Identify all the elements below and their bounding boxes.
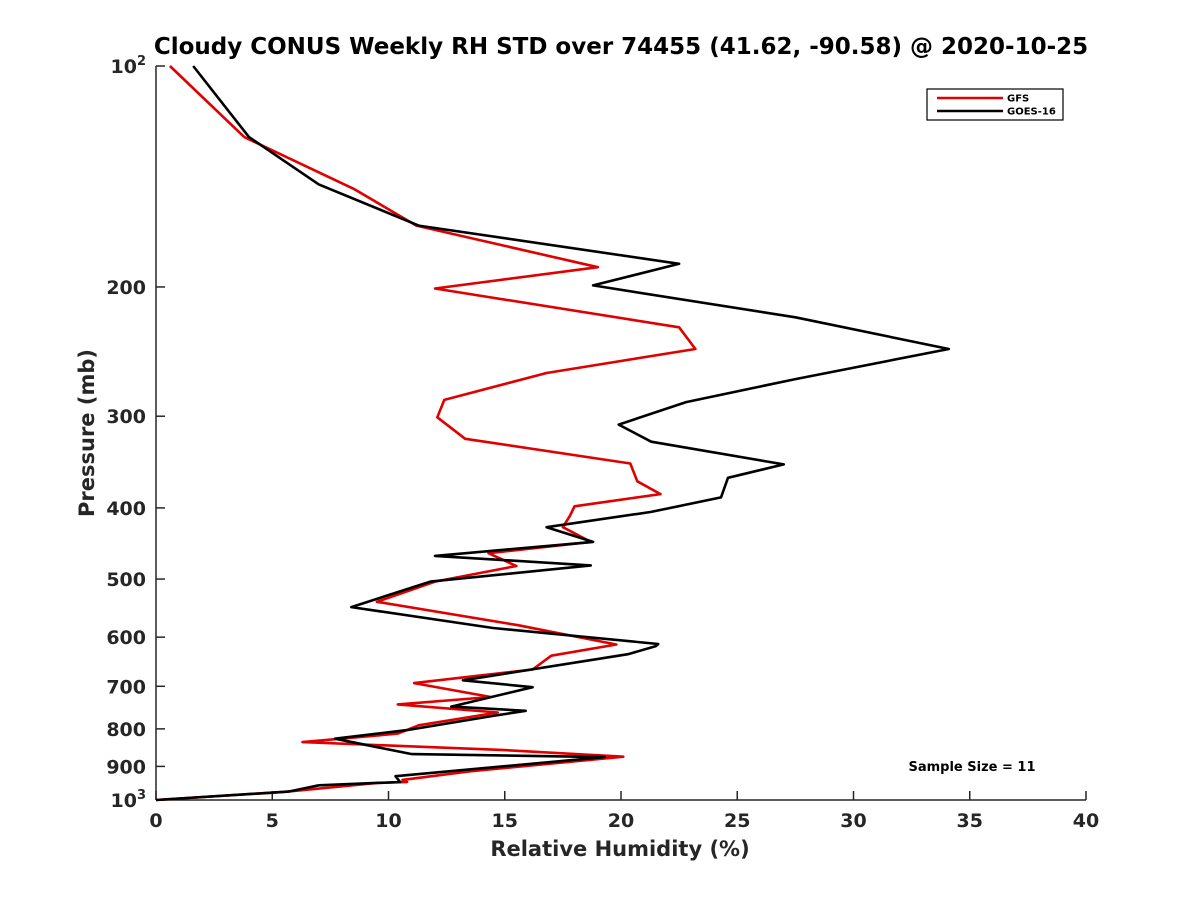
y-tick-label: 800: [106, 719, 146, 741]
y-tick-label: 300: [106, 406, 146, 428]
series-gfs-line: [155, 65, 697, 802]
chart-title: Cloudy CONUS Weekly RH STD over 74455 (4…: [154, 34, 1088, 60]
y-axis-label: Pressure (mb): [75, 349, 99, 517]
y-tick-label: 400: [106, 498, 146, 520]
x-axis-label: Relative Humidity (%): [490, 837, 749, 861]
y-tick-label: 200: [106, 277, 146, 299]
x-tick-label: 10: [375, 810, 401, 832]
series-goes-16-line: [155, 65, 951, 802]
y-tick-label: 600: [106, 627, 146, 649]
axes: 0 5 10 15 20 25 30 35 40 102 200 300 400 500 600 700 800…: [106, 54, 1099, 832]
x-tick-label: 25: [724, 810, 750, 832]
y-tick-label: 500: [106, 569, 146, 591]
legend-label-goes-16: GOES-16: [1007, 107, 1056, 118]
y-tick-label: 700: [106, 676, 146, 698]
legend-box: [926, 88, 1064, 121]
sample-size-annotation: Sample Size = 11: [908, 760, 1035, 775]
legend-label-gfs: GFS: [1007, 94, 1029, 105]
x-tick-label: 20: [608, 810, 634, 832]
legend: GFS GOES-16: [926, 88, 1064, 121]
series-layer: [155, 65, 951, 802]
x-tick-label: 30: [840, 810, 866, 832]
x-tick-label: 40: [1073, 810, 1099, 832]
x-tick-label: 5: [266, 810, 279, 832]
x-tick-label: 15: [492, 810, 518, 832]
y-tick-label: 103: [111, 788, 147, 812]
x-tick-label: 35: [957, 810, 983, 832]
x-tick-label: 0: [149, 810, 162, 832]
y-tick-label: 102: [111, 54, 147, 78]
y-tick-label: 900: [106, 756, 146, 778]
